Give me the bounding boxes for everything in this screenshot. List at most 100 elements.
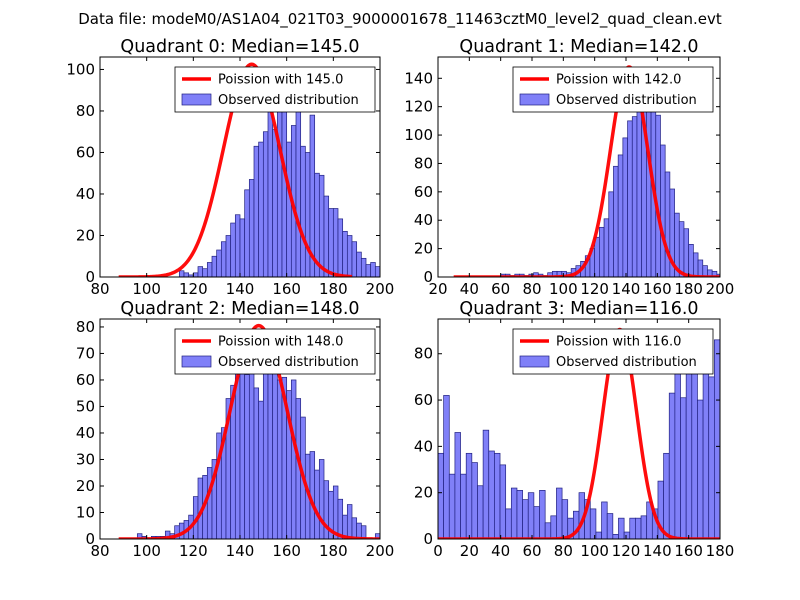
quadrant-0-legend-bars-label: Observed distribution — [218, 93, 359, 108]
quadrant-3-bar — [623, 531, 631, 539]
quadrant-1-ytick-label: 80 — [414, 154, 433, 172]
quadrant-3-bar — [499, 464, 507, 539]
quadrant-2-legend-curve-label: Poission with 148.0 — [218, 335, 343, 350]
quadrant-1-bar — [631, 116, 638, 277]
quadrant-3-frame — [437, 318, 721, 540]
quadrant-0-bar — [342, 230, 348, 277]
quadrant-0-legend-bars-swatch — [181, 93, 212, 106]
quadrant-2-xtick-label: 180 — [319, 542, 348, 560]
quadrant-3-bar — [544, 522, 552, 539]
quadrant-2-ytick-label: 60 — [76, 371, 95, 389]
quadrant-3-xtick-label: 0 — [433, 542, 443, 560]
quadrant-2-xtick-label: 80 — [90, 542, 109, 560]
quadrant-2-ytick-label: 0 — [85, 530, 95, 548]
quadrant-0-bar — [337, 218, 344, 277]
quadrant-1-ytick-label: 140 — [404, 69, 433, 87]
quadrant-3-legend-box — [512, 328, 714, 375]
quadrant-1-bar — [660, 144, 666, 277]
quadrant-3-bar — [601, 501, 608, 539]
quadrant-1-xtick-label: 160 — [643, 280, 672, 298]
quadrant-3-bar — [685, 362, 693, 539]
quadrant-2-ytick-label: 70 — [76, 344, 95, 362]
quadrant-3-ytick-label: 0 — [423, 530, 433, 548]
quadrant-0-bar — [356, 251, 362, 277]
quadrant-1-legend: Poission with 142.0 Observed distribution — [512, 66, 714, 113]
quadrant-2-xtick-label: 100 — [132, 542, 161, 560]
quadrant-1-xtick-label: 180 — [674, 280, 703, 298]
quadrant-1-xtick-label: 20 — [428, 280, 447, 298]
quadrant-2-legend: Poission with 148.0 Observed distribution — [174, 328, 376, 375]
quadrant-2-bar — [360, 525, 367, 539]
quadrant-0-bar — [328, 208, 334, 277]
quadrant-2-bar — [206, 467, 213, 539]
quadrant-1-bar — [683, 228, 690, 277]
quadrant-3-xtick-label: 180 — [706, 542, 735, 560]
quadrant-1-bar — [627, 120, 633, 277]
quadrant-0-ytick-label: 80 — [76, 102, 95, 120]
quadrant-0-bar — [346, 235, 353, 277]
quadrant-3-xtick-label: 160 — [674, 542, 703, 560]
quadrant-0-bar — [248, 179, 255, 277]
quadrant-0-bar — [202, 268, 208, 277]
quadrant-3-bar — [606, 513, 614, 539]
quadrant-1-title: Quadrant 1: Median=142.0 — [459, 37, 698, 57]
quadrant-3-xtick-label: 60 — [522, 542, 541, 560]
quadrant-0-bar — [267, 100, 274, 277]
quadrant-1-bar — [608, 191, 614, 277]
quadrant-0-ytick-label: 60 — [76, 143, 95, 161]
quadrant-3-ytick-label: 80 — [414, 345, 433, 363]
quadrant-2-legend-bars-swatch — [181, 355, 212, 368]
quadrant-1-xtick-label: 120 — [580, 280, 609, 298]
quadrant-0-bar — [239, 218, 246, 277]
quadrant-1-xtick-label: 80 — [522, 280, 541, 298]
quadrant-3-bar — [640, 515, 648, 539]
quadrant-3-bar — [539, 490, 546, 539]
quadrant-0-xtick-label: 180 — [319, 280, 348, 298]
quadrant-1-bar — [599, 226, 605, 277]
quadrant-1-bar — [697, 259, 704, 277]
quadrant-0-bar — [206, 262, 213, 277]
quadrant-0-bar — [258, 141, 264, 277]
quadrant-3-bar — [697, 399, 704, 539]
quadrant-2-bar — [272, 347, 278, 539]
quadrant-0-bar — [323, 195, 330, 277]
quadrant-0-legend-curve-label: Poission with 145.0 — [218, 73, 343, 88]
quadrant-2-bar — [337, 498, 344, 539]
quadrant-3-bar — [494, 452, 501, 539]
quadrant-1-bar — [613, 165, 619, 277]
quadrant-3-bar — [505, 508, 512, 539]
quadrant-0-bar — [374, 266, 380, 277]
quadrant-3-poisson-curve — [438, 327, 720, 539]
quadrant-3-bar — [533, 506, 540, 539]
quadrant-3-bar — [550, 515, 557, 539]
quadrant-0-bar — [262, 131, 269, 277]
quadrant-2-bar — [244, 374, 250, 539]
quadrant-0-bar — [192, 272, 199, 277]
quadrant-3-bar — [438, 452, 444, 539]
quadrant-3-legend-bars-label: Observed distribution — [556, 355, 697, 370]
quadrant-0-bar — [244, 189, 250, 277]
quadrant-1-chart: Quadrant 1: Median=142.020 40 60 80 100 120 14… — [404, 37, 734, 298]
quadrant-2-ytick-label: 40 — [76, 424, 95, 442]
quadrant-0-bar — [234, 214, 241, 277]
quadrant-3-bar — [668, 392, 676, 539]
quadrant-0-bar — [332, 208, 339, 277]
quadrant-3-bar — [680, 397, 687, 539]
quadrant-3-xtick-label: 140 — [643, 542, 672, 560]
quadrant-0-xtick-label: 80 — [90, 280, 109, 298]
quadrant-3-bar — [510, 487, 518, 539]
quadrant-3-bar — [516, 490, 523, 539]
quadrant-2-bar — [267, 345, 274, 539]
quadrant-2-xtick-label: 140 — [226, 542, 255, 560]
quadrant-1-bar — [693, 252, 699, 277]
quadrant-1-poisson-curve — [452, 65, 720, 277]
quadrant-3-bar — [629, 517, 636, 539]
quadrant-0-bar — [183, 272, 190, 277]
quadrant-2-ytick-label: 50 — [76, 397, 95, 415]
quadrant-0-chart: Quadrant 0: Median=145.0 80 100 120 140 160 18… — [66, 37, 394, 298]
quadrant-3-bar — [674, 351, 681, 539]
quadrant-2-bar — [351, 517, 358, 539]
quadrant-3-xtick-label: 40 — [491, 542, 510, 560]
quadrant-0-ytick-label: 0 — [85, 268, 95, 286]
quadrant-0-legend: Poission with 145.0 Observed distribution — [174, 66, 376, 113]
